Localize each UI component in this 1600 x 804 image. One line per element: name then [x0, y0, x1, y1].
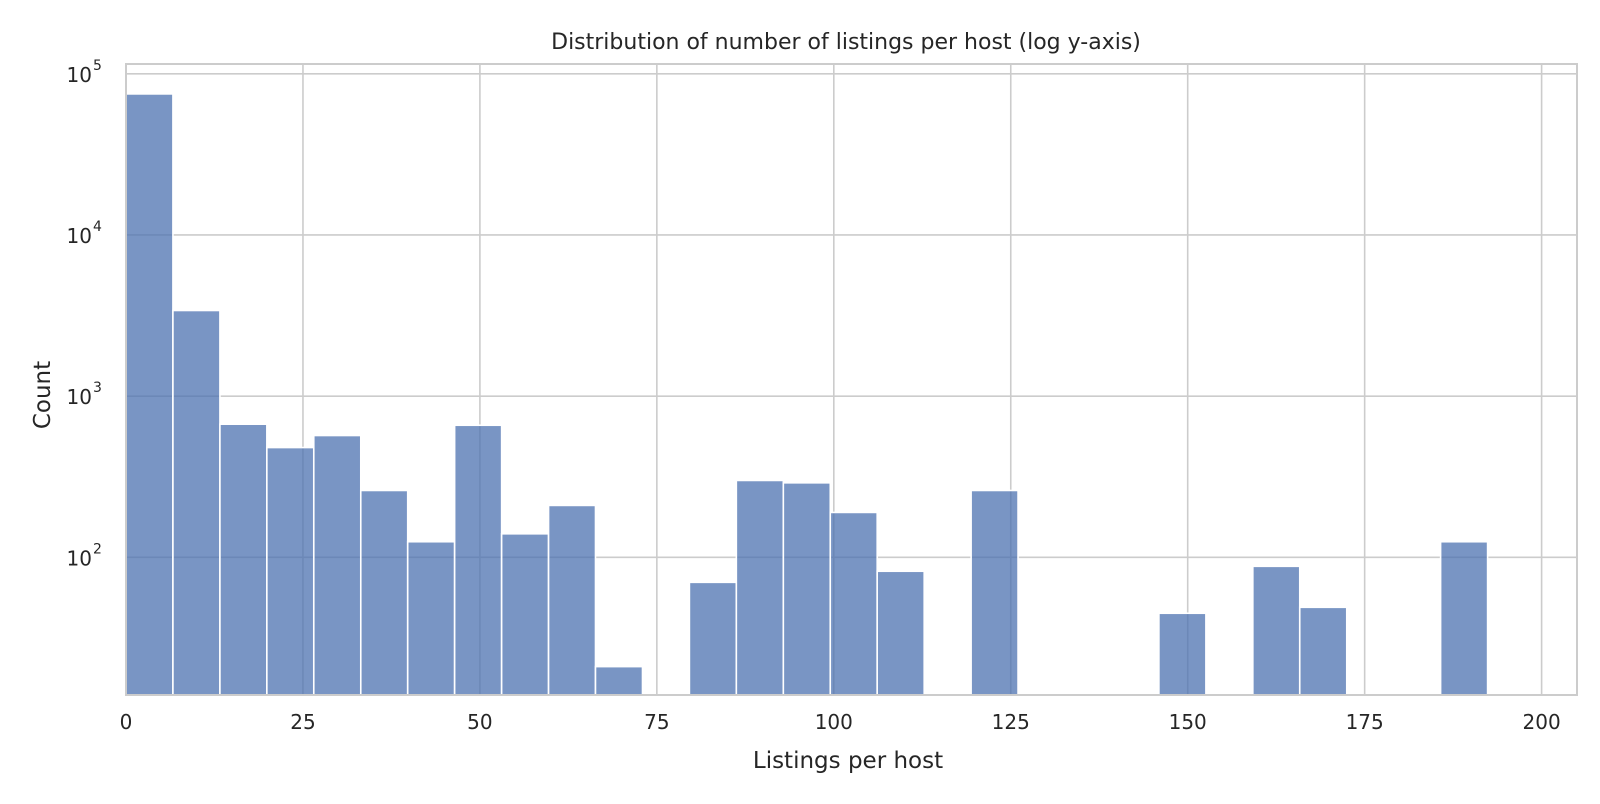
histogram-bar	[406, 540, 456, 696]
y-tick-label: 10	[67, 224, 92, 248]
histogram-bar	[782, 482, 832, 696]
histogram-bar	[359, 489, 409, 696]
histogram-bar	[594, 665, 644, 696]
histogram-bar	[312, 434, 362, 696]
x-tick-label: 75	[644, 710, 669, 734]
histogram-bar	[970, 489, 1019, 696]
x-tick-label: 200	[1523, 710, 1561, 734]
x-tick-label: 100	[815, 710, 853, 734]
plot-frame	[125, 63, 1578, 696]
histogram-bar	[688, 581, 738, 696]
histogram-bar	[1298, 606, 1348, 696]
chart-title: Distribution of number of listings per h…	[551, 30, 1141, 55]
x-tick-label: 25	[290, 710, 315, 734]
histogram-bar	[829, 511, 878, 696]
histogram-bar	[266, 446, 315, 696]
histogram-bar	[876, 570, 925, 696]
histogram-bar	[219, 423, 268, 696]
y-tick-exponent: 5	[93, 58, 102, 74]
histogram-bar	[125, 93, 174, 696]
histogram-bar	[453, 424, 503, 696]
y-tick-exponent: 4	[93, 219, 102, 235]
x-tick-label: 50	[467, 710, 492, 734]
histogram-bar	[1439, 540, 1489, 696]
histogram-bar	[547, 504, 597, 696]
x-tick-label: 175	[1346, 710, 1384, 734]
x-axis-label: Listings per host	[753, 748, 943, 774]
x-tick-labels: 0 25 50 75 100 125 150 175 200	[120, 710, 1561, 734]
y-tick-label: 10	[67, 546, 92, 570]
x-tick-label: 0	[120, 710, 133, 734]
histogram-bar	[1158, 612, 1207, 696]
x-tick-label: 150	[1169, 710, 1207, 734]
histogram-bar	[735, 479, 785, 696]
y-axis-label: Count	[30, 361, 56, 429]
histogram-bar	[1252, 565, 1301, 696]
y-tick-label: 10	[67, 63, 92, 87]
x-tick-label: 125	[992, 710, 1030, 734]
bars	[125, 93, 1489, 696]
y-tick-exponent: 3	[93, 380, 102, 396]
grid	[125, 64, 1577, 695]
y-tick-label: 10	[67, 385, 92, 409]
y-tick-exponent: 2	[93, 541, 102, 557]
histogram-bar	[500, 533, 550, 696]
histogram-bar	[172, 309, 221, 696]
